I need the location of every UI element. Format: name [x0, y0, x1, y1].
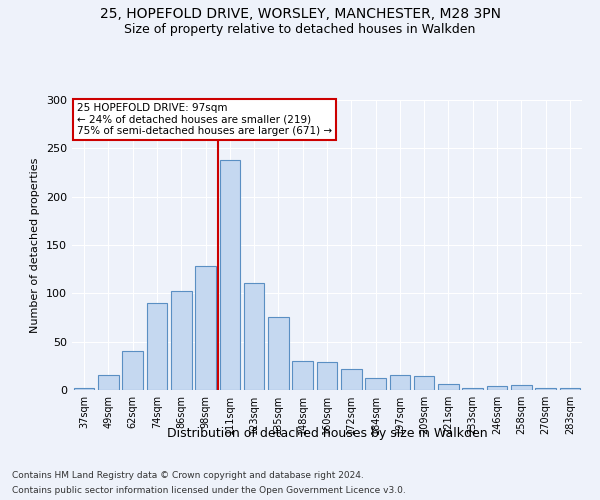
Bar: [268, 316, 289, 390]
Bar: [220, 160, 240, 390]
Text: Contains public sector information licensed under the Open Government Licence v3: Contains public sector information licen…: [12, 486, 406, 495]
Bar: [98, 374, 119, 390]
Bar: [487, 386, 508, 390]
Bar: [341, 368, 362, 390]
Bar: [389, 374, 410, 390]
Text: Size of property relative to detached houses in Walkden: Size of property relative to detached ho…: [124, 22, 476, 36]
Bar: [146, 303, 167, 390]
Bar: [463, 388, 483, 390]
Bar: [292, 361, 313, 390]
Y-axis label: Number of detached properties: Number of detached properties: [31, 158, 40, 332]
Text: Distribution of detached houses by size in Walkden: Distribution of detached houses by size …: [167, 428, 487, 440]
Bar: [74, 388, 94, 390]
Bar: [438, 384, 459, 390]
Bar: [171, 292, 191, 390]
Bar: [511, 385, 532, 390]
Bar: [244, 282, 265, 390]
Text: 25 HOPEFOLD DRIVE: 97sqm
← 24% of detached houses are smaller (219)
75% of semi-: 25 HOPEFOLD DRIVE: 97sqm ← 24% of detach…: [77, 103, 332, 136]
Bar: [535, 388, 556, 390]
Bar: [414, 376, 434, 390]
Bar: [560, 388, 580, 390]
Bar: [195, 266, 216, 390]
Text: 25, HOPEFOLD DRIVE, WORSLEY, MANCHESTER, M28 3PN: 25, HOPEFOLD DRIVE, WORSLEY, MANCHESTER,…: [100, 8, 500, 22]
Bar: [122, 352, 143, 390]
Bar: [365, 378, 386, 390]
Bar: [317, 362, 337, 390]
Text: Contains HM Land Registry data © Crown copyright and database right 2024.: Contains HM Land Registry data © Crown c…: [12, 471, 364, 480]
